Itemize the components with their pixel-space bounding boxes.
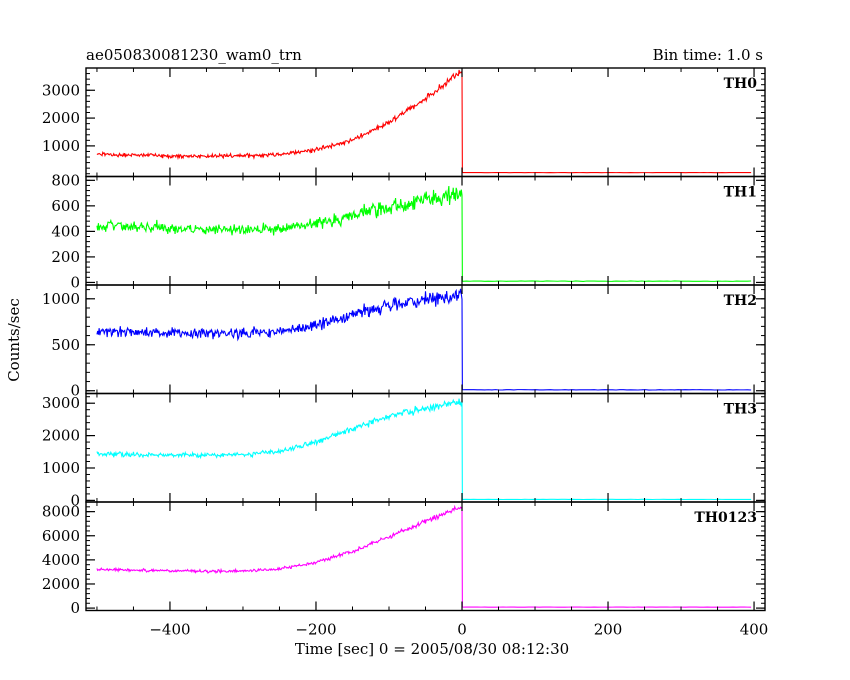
series-line-th0123 <box>96 504 752 608</box>
y-tick-label: 2000 <box>42 109 80 127</box>
panel-frame <box>85 501 766 612</box>
y-tick-label: 1000 <box>42 290 80 308</box>
x-tick-label: 200 <box>594 621 623 639</box>
y-tick-label: 0 <box>70 382 80 400</box>
x-tick-label: 0 <box>457 621 467 639</box>
y-tick-label: 2000 <box>42 575 80 593</box>
series-line-th3 <box>96 398 752 501</box>
y-tick-label: 200 <box>51 248 80 266</box>
y-tick-label: 6000 <box>42 527 80 545</box>
panel-frame <box>85 67 766 178</box>
x-tick-label: 400 <box>740 621 769 639</box>
y-tick-label: 3000 <box>42 81 80 99</box>
y-axis-title: Counts/sec <box>5 298 23 382</box>
y-tick-label: 1000 <box>42 459 80 477</box>
panel-frame <box>85 175 766 286</box>
panel-th2: 0 500 1000 TH2 <box>42 284 766 400</box>
series-line-th0 <box>96 69 752 174</box>
y-tick-label: 600 <box>51 197 80 215</box>
y-tick-label: 1000 <box>42 137 80 155</box>
panel-th0: 1000 2000 3000 TH0 <box>42 67 766 178</box>
panel-label-th3: TH3 <box>724 402 757 418</box>
series-line-th1 <box>96 186 752 282</box>
y-tick-label: 500 <box>51 336 80 354</box>
panel-th0123: 0 2000 4000 6000 8000 TH0123 <box>42 501 766 617</box>
y-tick-label: 0 <box>70 491 80 509</box>
y-tick-label: 2000 <box>42 427 80 445</box>
x-axis-title: Time [sec] 0 = 2005/08/30 08:12:30 <box>295 640 569 658</box>
y-tick-label: 800 <box>51 171 80 189</box>
y-tick-label: 0 <box>70 273 80 291</box>
stacked-panels: 1000 2000 3000 TH0 0 200 400 600 800 TH1 0 500 1000 T… <box>42 67 766 617</box>
y-tick-label: 0 <box>70 599 80 617</box>
y-tick-label: 3000 <box>42 394 80 412</box>
x-tick-label: −200 <box>295 621 336 639</box>
x-axis-tick-labels: −400 −200 0 200 400 <box>149 621 768 639</box>
panel-label-th0: TH0 <box>724 76 758 92</box>
bin-time-label: Bin time: 1.0 s <box>653 46 763 64</box>
y-tick-label: 400 <box>51 222 80 240</box>
series-line-th2 <box>96 288 752 391</box>
panel-th1: 0 200 400 600 800 TH1 <box>51 171 766 291</box>
y-tick-label: 8000 <box>42 503 80 521</box>
panel-label-th1: TH1 <box>724 185 757 201</box>
figure-title: ae050830081230_wam0_trn <box>86 46 302 64</box>
panel-label-th2: TH2 <box>724 293 757 309</box>
panel-label-th0123: TH0123 <box>694 510 757 526</box>
panel-th3: 0 1000 2000 3000 TH3 <box>42 392 766 509</box>
y-tick-label: 4000 <box>42 551 80 569</box>
panel-frame <box>85 284 766 395</box>
x-tick-label: −400 <box>149 621 190 639</box>
